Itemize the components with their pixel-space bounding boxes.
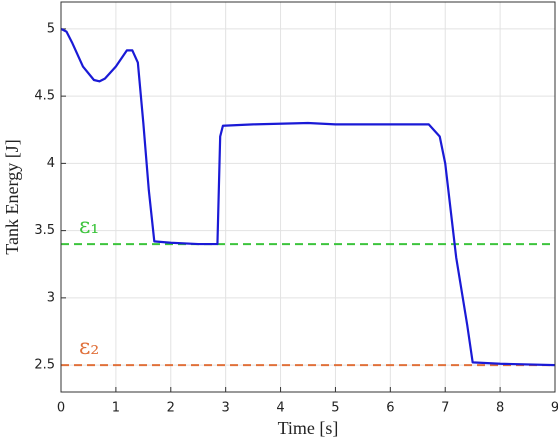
x-tick-label: 1 [112, 401, 120, 416]
x-tick-label: 6 [386, 401, 394, 416]
y-tick-label: 4.5 [34, 89, 55, 104]
threshold-label: ε₂ [79, 335, 99, 360]
y-tick-label: 4 [47, 156, 55, 171]
x-axis-label: Time [s] [278, 418, 339, 438]
y-tick-label: 2.5 [34, 358, 55, 373]
x-tick-label: 4 [276, 401, 284, 416]
plot-frame [60, 1, 556, 393]
y-tick-label: 5 [47, 21, 55, 36]
line [60, 27, 556, 367]
y-tick-label: 3.5 [34, 223, 55, 238]
y-axis-label: Tank Energy [J] [2, 139, 22, 254]
x-tick-label: 8 [496, 401, 504, 416]
x-tick-label: 0 [57, 401, 65, 416]
x-tick-label: 9 [551, 401, 558, 416]
x-tick-label: 5 [331, 401, 339, 416]
x-tick-label: 7 [441, 401, 449, 416]
y-tick-label: 3 [47, 290, 55, 305]
x-tick-label: 2 [167, 401, 175, 416]
x-tick-label: 3 [222, 401, 230, 416]
threshold-label: ε₁ [79, 214, 99, 239]
